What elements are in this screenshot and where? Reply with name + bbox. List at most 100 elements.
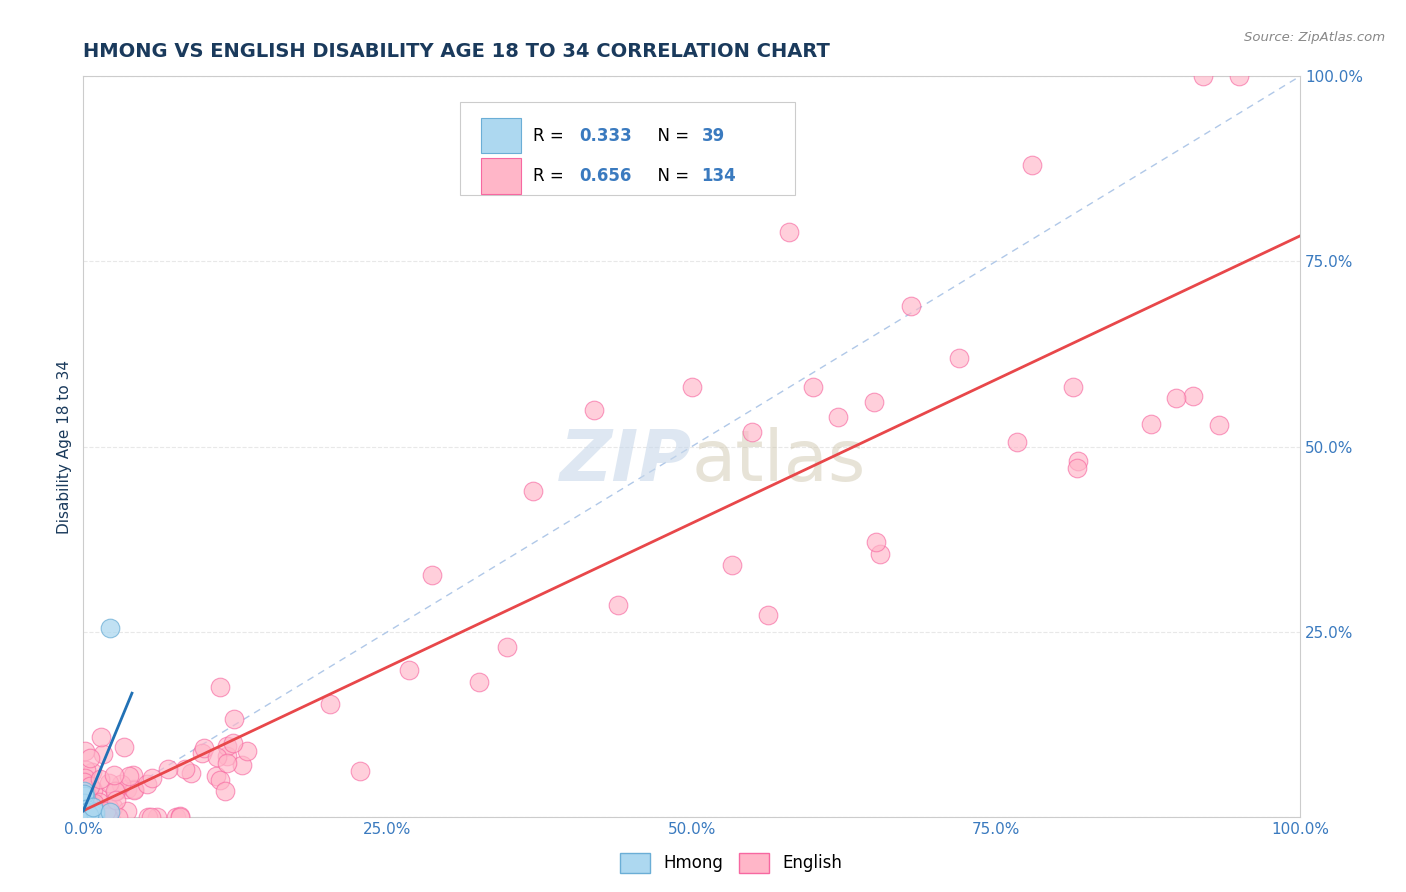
Point bbox=[104, 784, 127, 798]
Point bbox=[73, 810, 96, 824]
Point bbox=[77, 810, 100, 824]
Point bbox=[1227, 69, 1250, 83]
Point bbox=[72, 796, 94, 810]
Point bbox=[948, 351, 970, 365]
Point bbox=[77, 784, 100, 798]
Point bbox=[115, 804, 138, 818]
Point bbox=[75, 805, 97, 820]
Point bbox=[75, 802, 97, 816]
Point bbox=[205, 749, 228, 764]
Point bbox=[73, 784, 96, 798]
Point bbox=[86, 800, 108, 814]
Point bbox=[97, 810, 120, 824]
Point bbox=[72, 796, 94, 810]
Text: 39: 39 bbox=[702, 127, 724, 145]
Point bbox=[75, 763, 97, 777]
Point bbox=[86, 810, 108, 824]
Point bbox=[1021, 158, 1043, 172]
Point bbox=[72, 795, 94, 809]
Point bbox=[118, 769, 141, 783]
Point bbox=[180, 766, 202, 780]
Point bbox=[75, 775, 97, 789]
Point bbox=[86, 810, 108, 824]
Point bbox=[496, 640, 519, 654]
Point bbox=[319, 697, 342, 711]
Point bbox=[101, 800, 124, 814]
Point bbox=[96, 810, 118, 824]
Point bbox=[208, 773, 231, 788]
Point bbox=[83, 810, 105, 824]
Point bbox=[72, 810, 94, 824]
Point bbox=[169, 808, 191, 822]
Point bbox=[173, 763, 195, 777]
Point bbox=[72, 793, 94, 807]
Point bbox=[98, 776, 121, 790]
Text: R =: R = bbox=[533, 127, 569, 145]
Point bbox=[104, 793, 127, 807]
Point bbox=[77, 800, 100, 814]
Point bbox=[94, 810, 117, 824]
Point bbox=[193, 740, 215, 755]
Point bbox=[82, 783, 104, 797]
Point bbox=[190, 746, 212, 760]
Point bbox=[73, 810, 96, 824]
Point bbox=[96, 810, 118, 824]
Text: 134: 134 bbox=[702, 167, 737, 186]
Point bbox=[72, 796, 94, 810]
Point bbox=[145, 810, 167, 824]
Point bbox=[77, 796, 100, 810]
Point bbox=[1062, 380, 1084, 394]
Point bbox=[75, 801, 97, 815]
Point bbox=[169, 810, 191, 824]
Point bbox=[75, 802, 97, 816]
Point bbox=[75, 810, 97, 824]
Point bbox=[75, 789, 97, 803]
Point bbox=[900, 299, 922, 313]
Point bbox=[869, 547, 891, 561]
Point bbox=[1067, 453, 1090, 467]
Point bbox=[72, 789, 94, 804]
Point bbox=[72, 788, 94, 802]
Point bbox=[79, 807, 101, 822]
Point bbox=[79, 779, 101, 793]
Point bbox=[1182, 389, 1205, 403]
Point bbox=[73, 796, 96, 810]
Point bbox=[72, 805, 94, 819]
Point bbox=[157, 762, 180, 776]
Point bbox=[76, 810, 98, 824]
Point bbox=[827, 409, 849, 424]
Point bbox=[79, 751, 101, 765]
Point bbox=[86, 805, 108, 819]
Point bbox=[73, 810, 96, 824]
Point bbox=[235, 744, 257, 758]
Point bbox=[1191, 69, 1213, 83]
Point bbox=[215, 756, 238, 770]
Text: N =: N = bbox=[647, 127, 695, 145]
Point bbox=[73, 810, 96, 824]
Point bbox=[73, 787, 96, 801]
Point bbox=[86, 803, 108, 817]
Point bbox=[72, 810, 94, 824]
Point bbox=[205, 769, 228, 783]
Point bbox=[1066, 460, 1088, 475]
Point bbox=[86, 788, 108, 802]
Point bbox=[75, 787, 97, 801]
Point bbox=[124, 782, 146, 797]
Point bbox=[83, 810, 105, 824]
Bar bbox=[481, 118, 522, 153]
Point bbox=[1164, 391, 1187, 405]
Point bbox=[76, 785, 98, 799]
Point bbox=[72, 805, 94, 820]
Point bbox=[96, 804, 118, 818]
Point bbox=[801, 380, 824, 394]
Point bbox=[84, 809, 107, 823]
Point bbox=[110, 777, 132, 791]
Point bbox=[86, 810, 108, 824]
Point bbox=[77, 801, 100, 815]
Point bbox=[139, 810, 162, 824]
Point bbox=[72, 795, 94, 809]
Text: HMONG VS ENGLISH DISABILITY AGE 18 TO 34 CORRELATION CHART: HMONG VS ENGLISH DISABILITY AGE 18 TO 34… bbox=[83, 42, 830, 61]
Point bbox=[741, 425, 763, 439]
Point bbox=[607, 598, 630, 612]
Point bbox=[231, 758, 253, 772]
